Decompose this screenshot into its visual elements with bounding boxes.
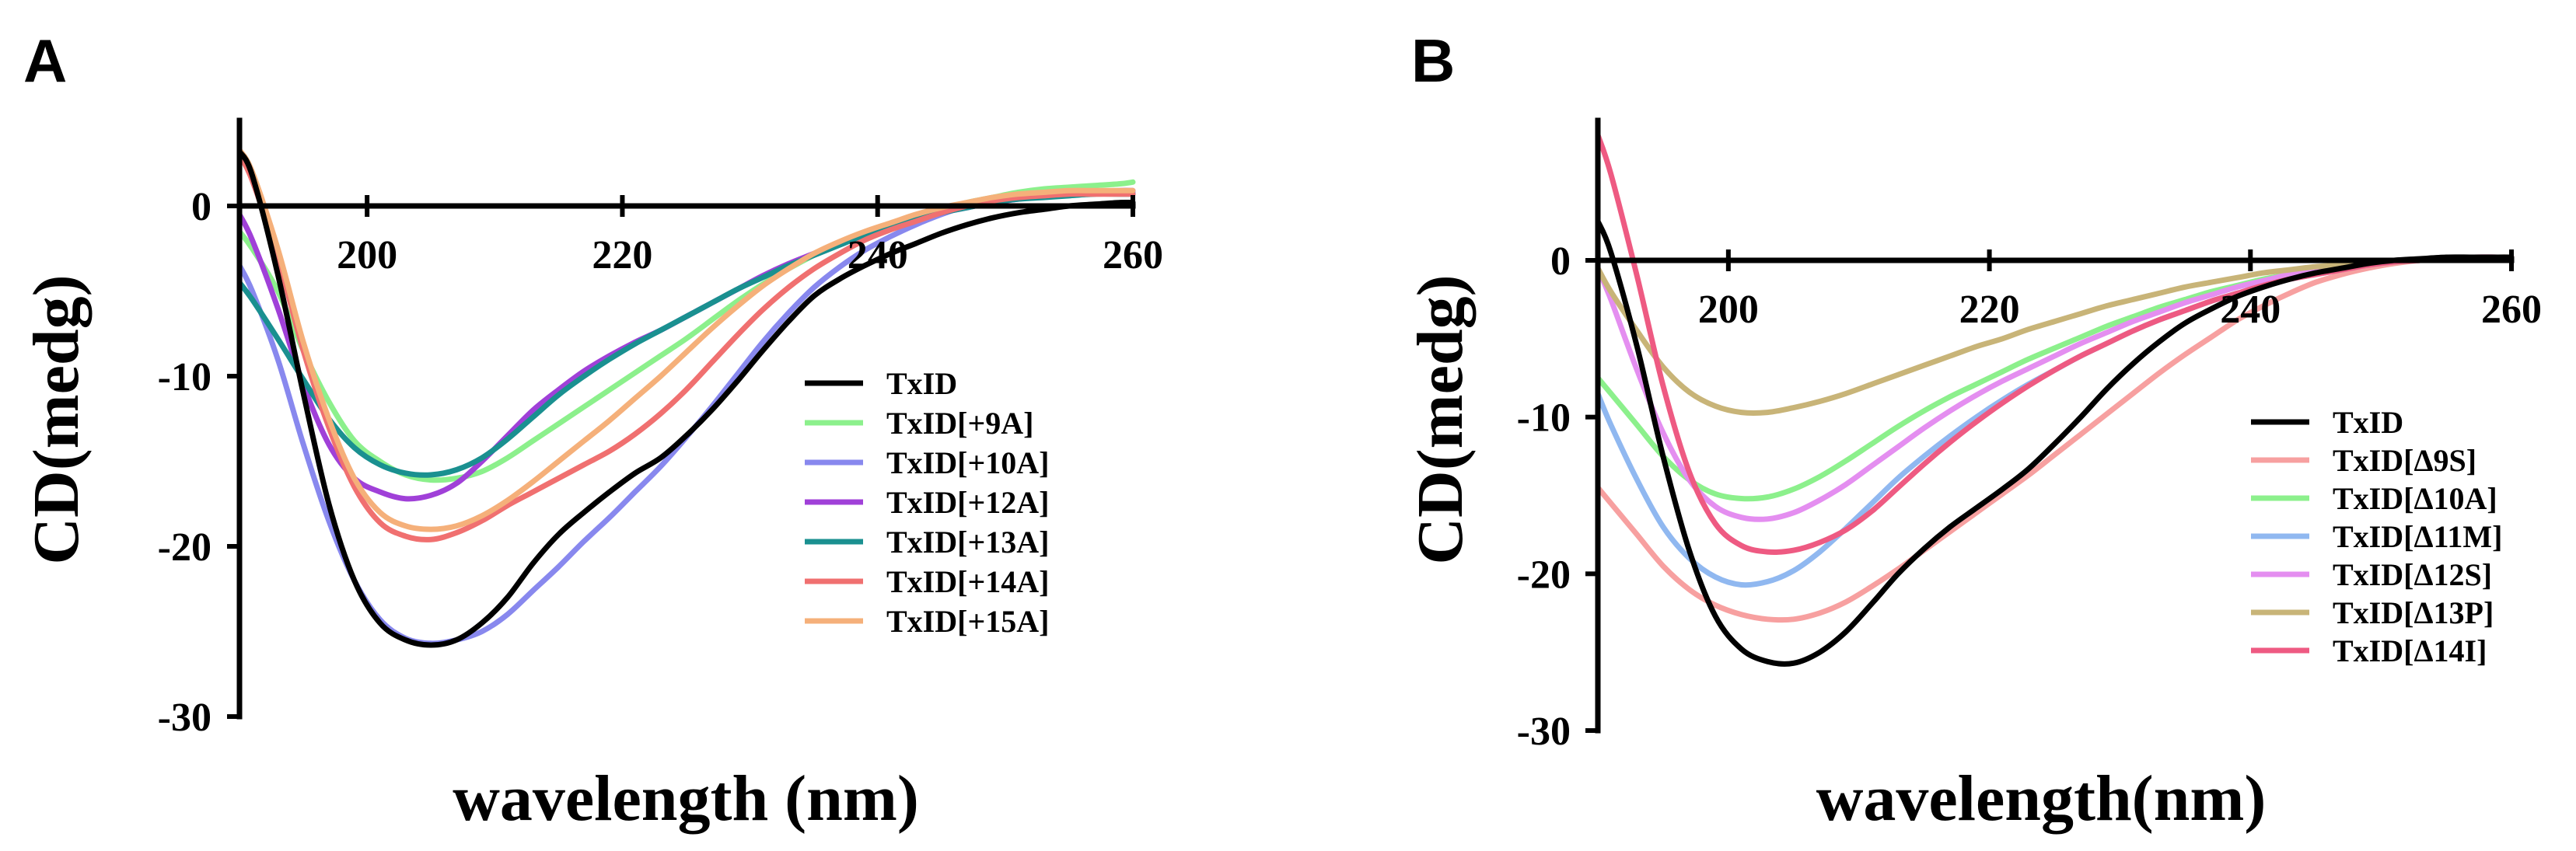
panel-a-legend-label-2: TxID[+10A] <box>886 445 1049 480</box>
panel-a-legend: TxID TxID[+9A] TxID[+10A] TxID[+12A] TxID[+1… <box>805 366 1049 639</box>
panel-a-series-line-5 <box>236 152 1136 542</box>
panel-b-x-tick-label-2: 240 <box>2220 288 2281 332</box>
panel-b-series <box>1595 132 2515 667</box>
panel-b-series-line-1 <box>1595 254 2515 623</box>
panel-a-legend-label-6: TxID[+15A] <box>886 604 1049 639</box>
panel-b-legend-label-5: TxID[Δ13P] <box>2333 595 2494 630</box>
panel-a-x-tick-label-1: 220 <box>592 233 652 277</box>
panel-b-ticks: 200 220 240 260 0 -10 -20 -30 <box>1517 239 2542 754</box>
panel-b-x-title: wavelength(nm) <box>1816 762 2267 835</box>
panel-a-series-line-0 <box>236 148 1136 648</box>
panel-b-y-tick-label-0: 0 <box>1550 239 1571 284</box>
panel-b-legend-label-0: TxID <box>2333 405 2403 440</box>
panel-b-y-tick-label-3: -30 <box>1517 710 1571 754</box>
panel-b-x-tick-label-0: 200 <box>1698 288 1759 332</box>
panel-b-y-title: CD(medg) <box>1404 274 1477 564</box>
panel-a-x-tick-label-0: 200 <box>337 233 397 277</box>
panel-a-x-tick-label-3: 260 <box>1103 233 1163 277</box>
panel-b-x-tick-label-1: 220 <box>1959 288 2020 332</box>
panel-a-ticks: 200 220 240 260 0 -10 -20 -30 <box>158 185 1163 740</box>
panel-a-y-tick-label-1: -10 <box>158 355 211 399</box>
panel-a-legend-label-1: TxID[+9A] <box>886 406 1033 441</box>
panel-a-y-tick-label-2: -20 <box>158 525 211 570</box>
panel-b-legend-label-1: TxID[Δ9S] <box>2333 443 2476 478</box>
panel-b-series-line-5 <box>1595 254 2515 416</box>
panel-a-x-tick-label-2: 240 <box>848 233 908 277</box>
panel-b-series-line-0 <box>1595 218 2515 667</box>
panel-b-y-tick-label-2: -20 <box>1517 553 1571 597</box>
panel-a-series <box>236 147 1136 648</box>
panel-b-legend: TxIDTxID[Δ9S]TxID[Δ10A]TxID[Δ11M]TxID[Δ1… <box>2251 405 2502 668</box>
panel-a-legend-label-4: TxID[+13A] <box>886 525 1049 560</box>
panel-b-legend-label-3: TxID[Δ11M] <box>2333 519 2502 554</box>
panel-a-y-tick-label-3: -30 <box>158 696 211 740</box>
panel-a-x-title: wavelength (nm) <box>453 762 919 835</box>
panel-b-letter: B <box>1411 26 1455 95</box>
panel-a-y-title: CD(medg) <box>20 274 93 564</box>
panel-a-legend-label-0: TxID <box>886 366 957 401</box>
panel-b-legend-label-4: TxID[Δ12S] <box>2333 557 2492 592</box>
panel-a-y-tick-label-0: 0 <box>191 185 211 229</box>
panel-a-letter: A <box>23 26 67 95</box>
panel-b-x-tick-label-3: 260 <box>2481 288 2542 332</box>
panel-b-legend-label-6: TxID[Δ14I] <box>2333 633 2487 668</box>
panel-a: A 200 220 240 260 0 -10 -20 -30 wavelength (nm)… <box>20 26 1163 835</box>
panel-a-legend-label-3: TxID[+12A] <box>886 485 1049 520</box>
panel-a-series-line-6 <box>236 147 1136 532</box>
panel-b-y-tick-label-1: -10 <box>1517 396 1571 441</box>
panel-a-legend-label-5: TxID[+14A] <box>886 564 1049 599</box>
panel-b-legend-label-2: TxID[Δ10A] <box>2333 481 2497 516</box>
